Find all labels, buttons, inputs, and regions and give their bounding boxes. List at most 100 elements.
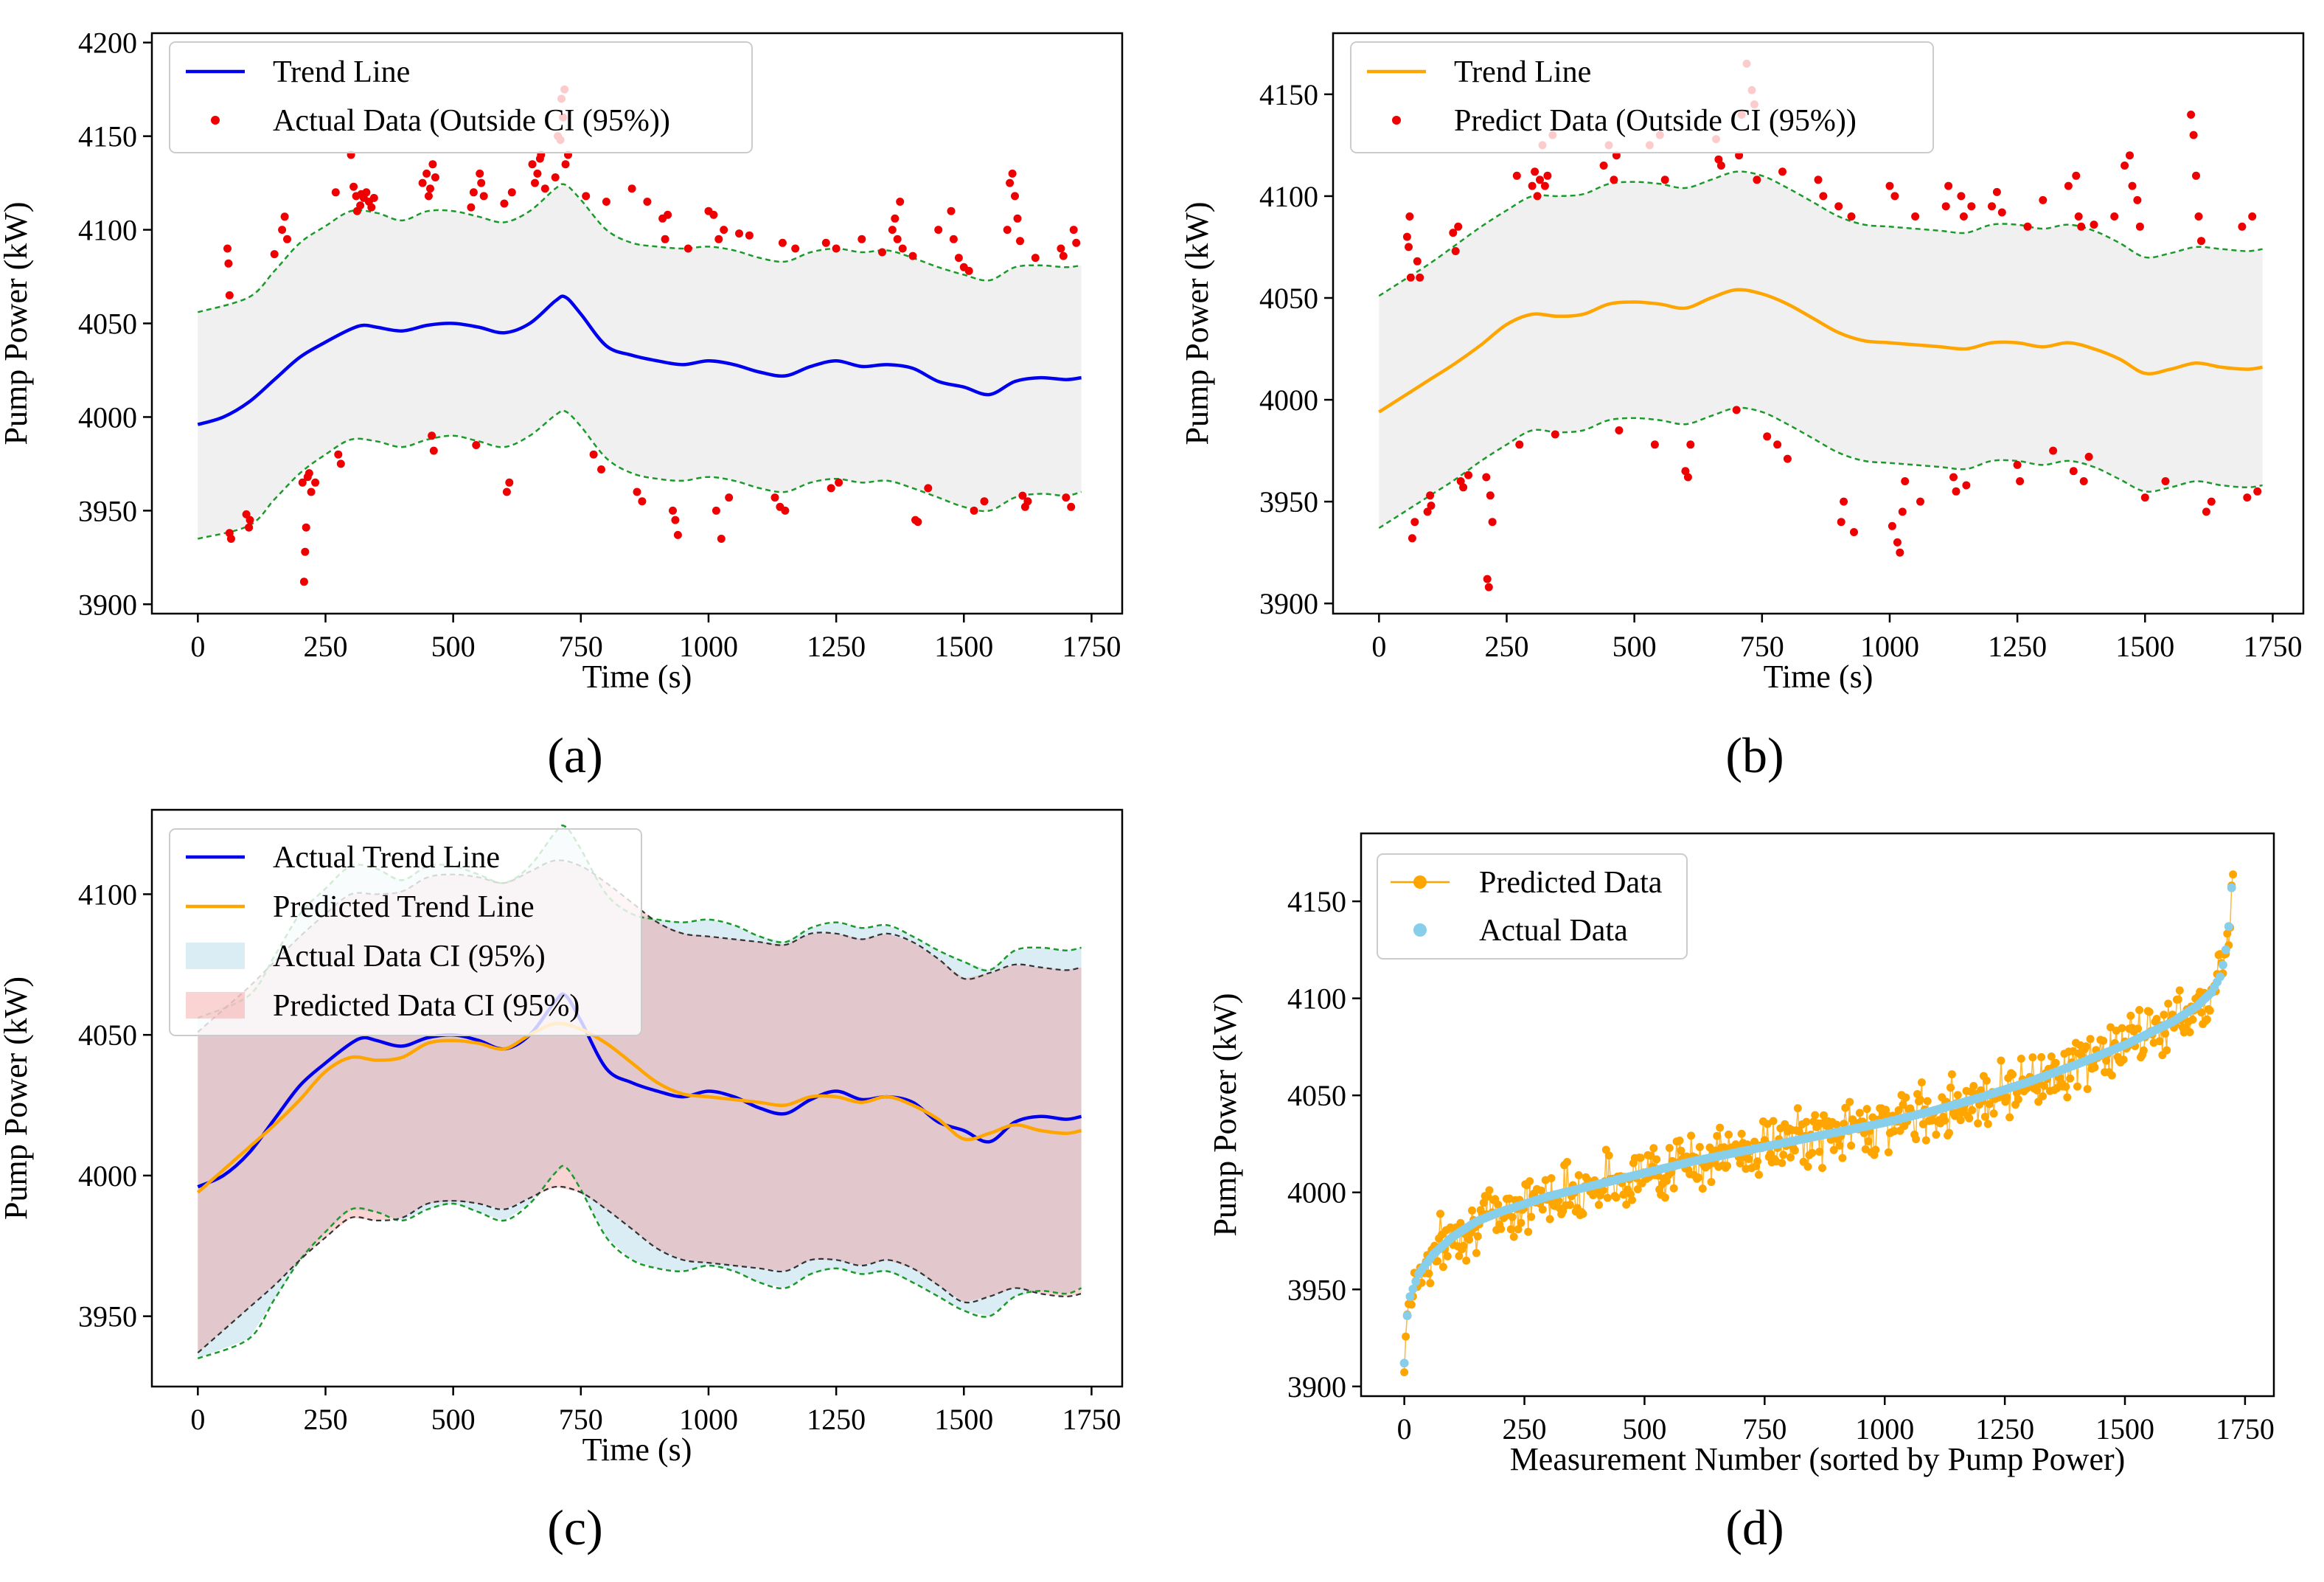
panel-d-predicted-point (1595, 1201, 1603, 1210)
panel-d-predicted-point (1912, 1135, 1921, 1144)
panel-b-outlier-point (1814, 176, 1823, 184)
panel-b-outlier-point (1599, 162, 1608, 170)
panel-d-predicted-point (1604, 1151, 1613, 1160)
panel-d-predicted-point (1649, 1144, 1658, 1153)
panel-a-outlier-point (914, 518, 922, 527)
panel-c-ytick-label: 4100 (78, 878, 137, 911)
panel-d-xtick-label: 1500 (2095, 1412, 2154, 1446)
panel-a-outlier-point (223, 244, 232, 253)
panel-a-outlier-point (888, 226, 897, 235)
panel-d-ytick-label: 4150 (1287, 885, 1346, 918)
panel-d-predicted-point (1894, 1106, 1903, 1114)
panel-d-predicted-point (1795, 1127, 1803, 1136)
panel-d-predicted-point (1779, 1151, 1788, 1159)
panel-d-predicted-point (1744, 1154, 1753, 1163)
panel-b-outlier-point (1488, 518, 1497, 527)
panel-d-predicted-point (1921, 1136, 1930, 1145)
panel-a-outlier-point (505, 478, 514, 487)
panel-d-predicted-point (2155, 1037, 2164, 1046)
panel-d-predicted-point (1462, 1256, 1471, 1265)
panel-d-predicted-point (2063, 1093, 2072, 1102)
panel-d-ytick-label: 4100 (1287, 982, 1346, 1016)
panel-a-outlier-point (661, 235, 669, 243)
panel-d-predicted-point (2102, 1056, 2111, 1065)
panel-a-outlier-point (970, 506, 978, 515)
panel-b-outlier-point (2016, 477, 2025, 485)
panel-a-outlier-point (349, 182, 358, 191)
panel-b-legend-dot-icon (1392, 116, 1401, 125)
panel-d-predicted-point (1665, 1144, 1674, 1152)
panel-d-predicted-point (1899, 1100, 1907, 1109)
panel-b-outlier-point (1406, 273, 1415, 282)
panel-d-predicted-point (1579, 1210, 1587, 1218)
panel-a-outlier-point (1013, 214, 1022, 223)
panel-d-predicted-point (2051, 1058, 2060, 1067)
panel-d-predicted-point (1985, 1100, 1994, 1109)
panel-c-legend-predicted-ci-icon (186, 992, 245, 1019)
panel-b-outlier-point (1957, 192, 1966, 201)
panel-b-outlier-point (2039, 195, 2048, 204)
panel-a-outlier-point (422, 169, 431, 178)
panel-d-predicted-point (2205, 1006, 2214, 1015)
panel-d-actual-point (1411, 1277, 1421, 1286)
panel-b-outlier-point (1515, 440, 1524, 449)
panel-a-legend (169, 41, 753, 153)
panel-a-outlier-point (1006, 178, 1015, 187)
panel-a-outlier-point (791, 244, 800, 253)
panel-b-outlier-point (1482, 473, 1491, 482)
panel-d-predicted-point (1802, 1117, 1811, 1126)
panel-d-predicted-point (1537, 1186, 1545, 1195)
panel-d-predicted-point (1707, 1178, 1716, 1187)
panel-b-outlier-point (2187, 111, 2196, 119)
panel-d-predicted-point (1636, 1153, 1645, 1162)
panel-b-outlier-point (1459, 483, 1468, 492)
panel-a-outlier-point (947, 207, 956, 215)
panel-d-predicted-point (1845, 1097, 1854, 1106)
panel-a-outlier-point (602, 198, 610, 206)
panel-a-outlier-point (245, 523, 254, 532)
panel-b-outlier-point (1408, 534, 1416, 543)
panel-b-outlier-point (1847, 212, 1856, 221)
panel-b-outlier-point (1949, 473, 1958, 482)
panel-d-predicted-point (1545, 1215, 1554, 1224)
panel-d-predicted-point (1574, 1171, 1583, 1179)
panel-b-outlier-point (1997, 208, 2006, 217)
panel-d-predicted-point (2152, 1015, 2161, 1023)
panel-d-predicted-point (2008, 1070, 2017, 1079)
panel-d-predicted-point (2062, 1083, 2070, 1091)
panel-a-outlier-point (835, 478, 843, 487)
panel-d-predicted-point (1459, 1241, 1468, 1250)
panel-d-predicted-point (1547, 1174, 1556, 1182)
panel-d-predicted-point (2086, 1035, 2095, 1044)
panel-b-outlier-point (1423, 507, 1432, 516)
panel-b-ytick-label: 4050 (1259, 282, 1318, 315)
panel-b-outlier-point (1540, 181, 1549, 190)
panel-d-predicted-point (1628, 1196, 1636, 1204)
panel-b-outlier-point (2253, 487, 2262, 496)
panel-d-predicted-point (1890, 1127, 1899, 1136)
panel-d-predicted-point (2163, 1046, 2171, 1055)
panel-d-predicted-point (1855, 1109, 1864, 1117)
panel-c-actual-trend (197, 992, 1082, 1189)
panel-b-outlier-point (1850, 528, 1858, 536)
panel-b-outlier-point (1988, 202, 1996, 211)
panel-b-outlier-point (2072, 171, 2081, 180)
panel-b-outlier-point (1660, 176, 1669, 184)
panel-d-predicted-point (1472, 1249, 1481, 1257)
panel-a-outlier-point (472, 441, 481, 449)
panel-a-outlier-point (893, 235, 902, 243)
panel-c-xtick-label: 750 (559, 1403, 603, 1436)
panel-d-predicted-point (1790, 1146, 1799, 1155)
panel-b-xtick-label: 1250 (1988, 630, 2047, 663)
panel-d-predicted-point (1506, 1225, 1515, 1234)
panel-b-outlier-point (1916, 497, 1924, 506)
panel-d-predicted-point (2033, 1086, 2042, 1094)
panel-d-predicted-point (1871, 1145, 1880, 1154)
panel-d-predicted-point (1946, 1083, 1955, 1092)
panel-b-outlier-point (1650, 440, 1659, 449)
panel-b-outlier-point (1405, 243, 1413, 251)
panel-b-outlier-point (2202, 507, 2210, 516)
panel-a-ytick-label: 4200 (78, 27, 137, 60)
panel-d-predicted-point (1479, 1198, 1488, 1207)
